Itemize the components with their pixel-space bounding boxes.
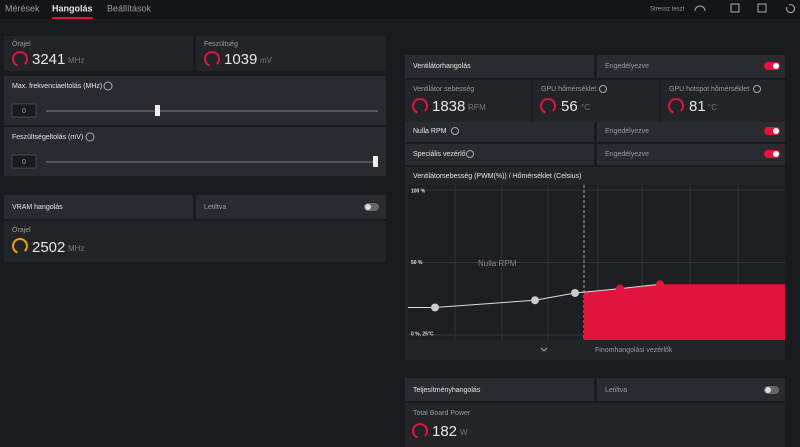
- y-tick-label: 0 %, 25°C: [411, 331, 434, 337]
- state: Engedélyezve: [605, 151, 649, 158]
- section-title: Teljesítményhangolás: [413, 387, 481, 394]
- value: 2502: [32, 239, 65, 256]
- input[interactable]: [11, 103, 37, 118]
- unit: MHz: [68, 56, 84, 65]
- gauge: [12, 51, 28, 67]
- slider-track: [46, 161, 378, 163]
- input-value: 0: [22, 108, 26, 115]
- unit: W: [460, 428, 468, 437]
- tab[interactable]: Beállítások: [107, 3, 152, 13]
- row: [405, 144, 594, 165]
- state: Letiltva: [204, 204, 226, 211]
- gauge: [668, 98, 684, 114]
- label: Órajel: [12, 39, 31, 48]
- info-icon[interactable]: [85, 132, 95, 142]
- y-tick-label: 50 %: [411, 260, 423, 266]
- toggle-knob: [365, 204, 371, 210]
- slider-thumb[interactable]: [155, 105, 160, 116]
- toggle-knob: [773, 128, 779, 134]
- unit: °C: [581, 103, 590, 112]
- info-icon[interactable]: [753, 85, 761, 93]
- stress-test[interactable]: Stressz teszt: [650, 7, 685, 13]
- state: Engedélyezve: [605, 128, 649, 135]
- curve-fill: [584, 284, 785, 340]
- gauge: [11, 238, 28, 254]
- row: [597, 122, 785, 142]
- label: Ventilátor sebesség: [413, 86, 474, 93]
- slider-track: [46, 110, 378, 112]
- toggle-knob: [773, 151, 779, 157]
- label: GPU hotspot hőmérséklet: [669, 86, 749, 93]
- top-bar: [0, 0, 800, 19]
- info-icon[interactable]: [599, 85, 607, 93]
- row: [405, 378, 594, 401]
- info-icon[interactable]: [451, 127, 459, 135]
- toggle-knob: [765, 387, 771, 393]
- card: [4, 36, 193, 71]
- curve-point: [431, 303, 439, 312]
- tab-active[interactable]: Hangolás: [52, 3, 93, 13]
- curve-point: [571, 288, 579, 297]
- row: [597, 55, 785, 78]
- row: [597, 144, 785, 165]
- value: 1838: [432, 98, 465, 115]
- toolbar-icons[interactable]: [694, 3, 796, 14]
- unit: mV: [260, 56, 273, 65]
- label: Total Board Power: [413, 410, 471, 417]
- label: Max. frekvenciaeltolás (MHz): [12, 83, 102, 90]
- tab[interactable]: Mérések: [5, 3, 40, 13]
- annotation: Nulla RPM: [478, 259, 517, 268]
- toggle-knob: [773, 63, 779, 69]
- section-title: Ventilátorhangolás: [413, 63, 471, 70]
- curve-point: [616, 284, 624, 293]
- input[interactable]: [11, 154, 37, 169]
- section-title: VRAM hangolás: [12, 204, 63, 211]
- row: [405, 55, 594, 78]
- unit: °C: [708, 103, 717, 112]
- slider-thumb[interactable]: [373, 156, 378, 167]
- curve-point: [531, 296, 539, 305]
- value: 182: [432, 423, 457, 440]
- y-tick-label: 100 %: [411, 188, 426, 194]
- value: 3241: [32, 51, 65, 68]
- chart-title: Ventilátorsebesség (PWM(%)) / Hőmérsékle…: [413, 173, 581, 180]
- info-icon[interactable]: [103, 81, 113, 91]
- row: [405, 122, 594, 142]
- row: [597, 378, 785, 401]
- state: Letiltva: [605, 387, 627, 394]
- row: [4, 195, 193, 219]
- value: 56: [561, 98, 578, 115]
- gauge: [412, 423, 428, 439]
- curve-point: [656, 280, 664, 289]
- label: Feszültségeltolás (mV): [12, 134, 83, 141]
- slider-panel: [4, 76, 386, 125]
- row: [196, 195, 386, 219]
- input-value: 0: [22, 159, 26, 166]
- label: Órajel: [12, 225, 31, 234]
- value: 1039: [224, 51, 257, 68]
- label: Feszültség: [204, 41, 238, 48]
- card: [405, 403, 785, 447]
- card: [196, 36, 386, 71]
- card: [4, 221, 386, 262]
- chevron: [540, 347, 548, 352]
- gauge: [540, 98, 556, 114]
- slider-panel: [4, 127, 386, 176]
- value: 81: [689, 98, 706, 115]
- state: Engedélyezve: [605, 63, 649, 70]
- fine-tune[interactable]: Finomhangolási vezérlők: [595, 347, 673, 354]
- label: GPU hőmérséklet: [541, 86, 596, 93]
- info-icon[interactable]: [466, 150, 474, 158]
- label: Nulla RPM: [413, 128, 447, 135]
- label: Speciális vezérlő: [413, 151, 466, 158]
- tab-underline: [52, 17, 93, 19]
- unit: MHz: [68, 244, 84, 253]
- unit: RPM: [468, 103, 486, 112]
